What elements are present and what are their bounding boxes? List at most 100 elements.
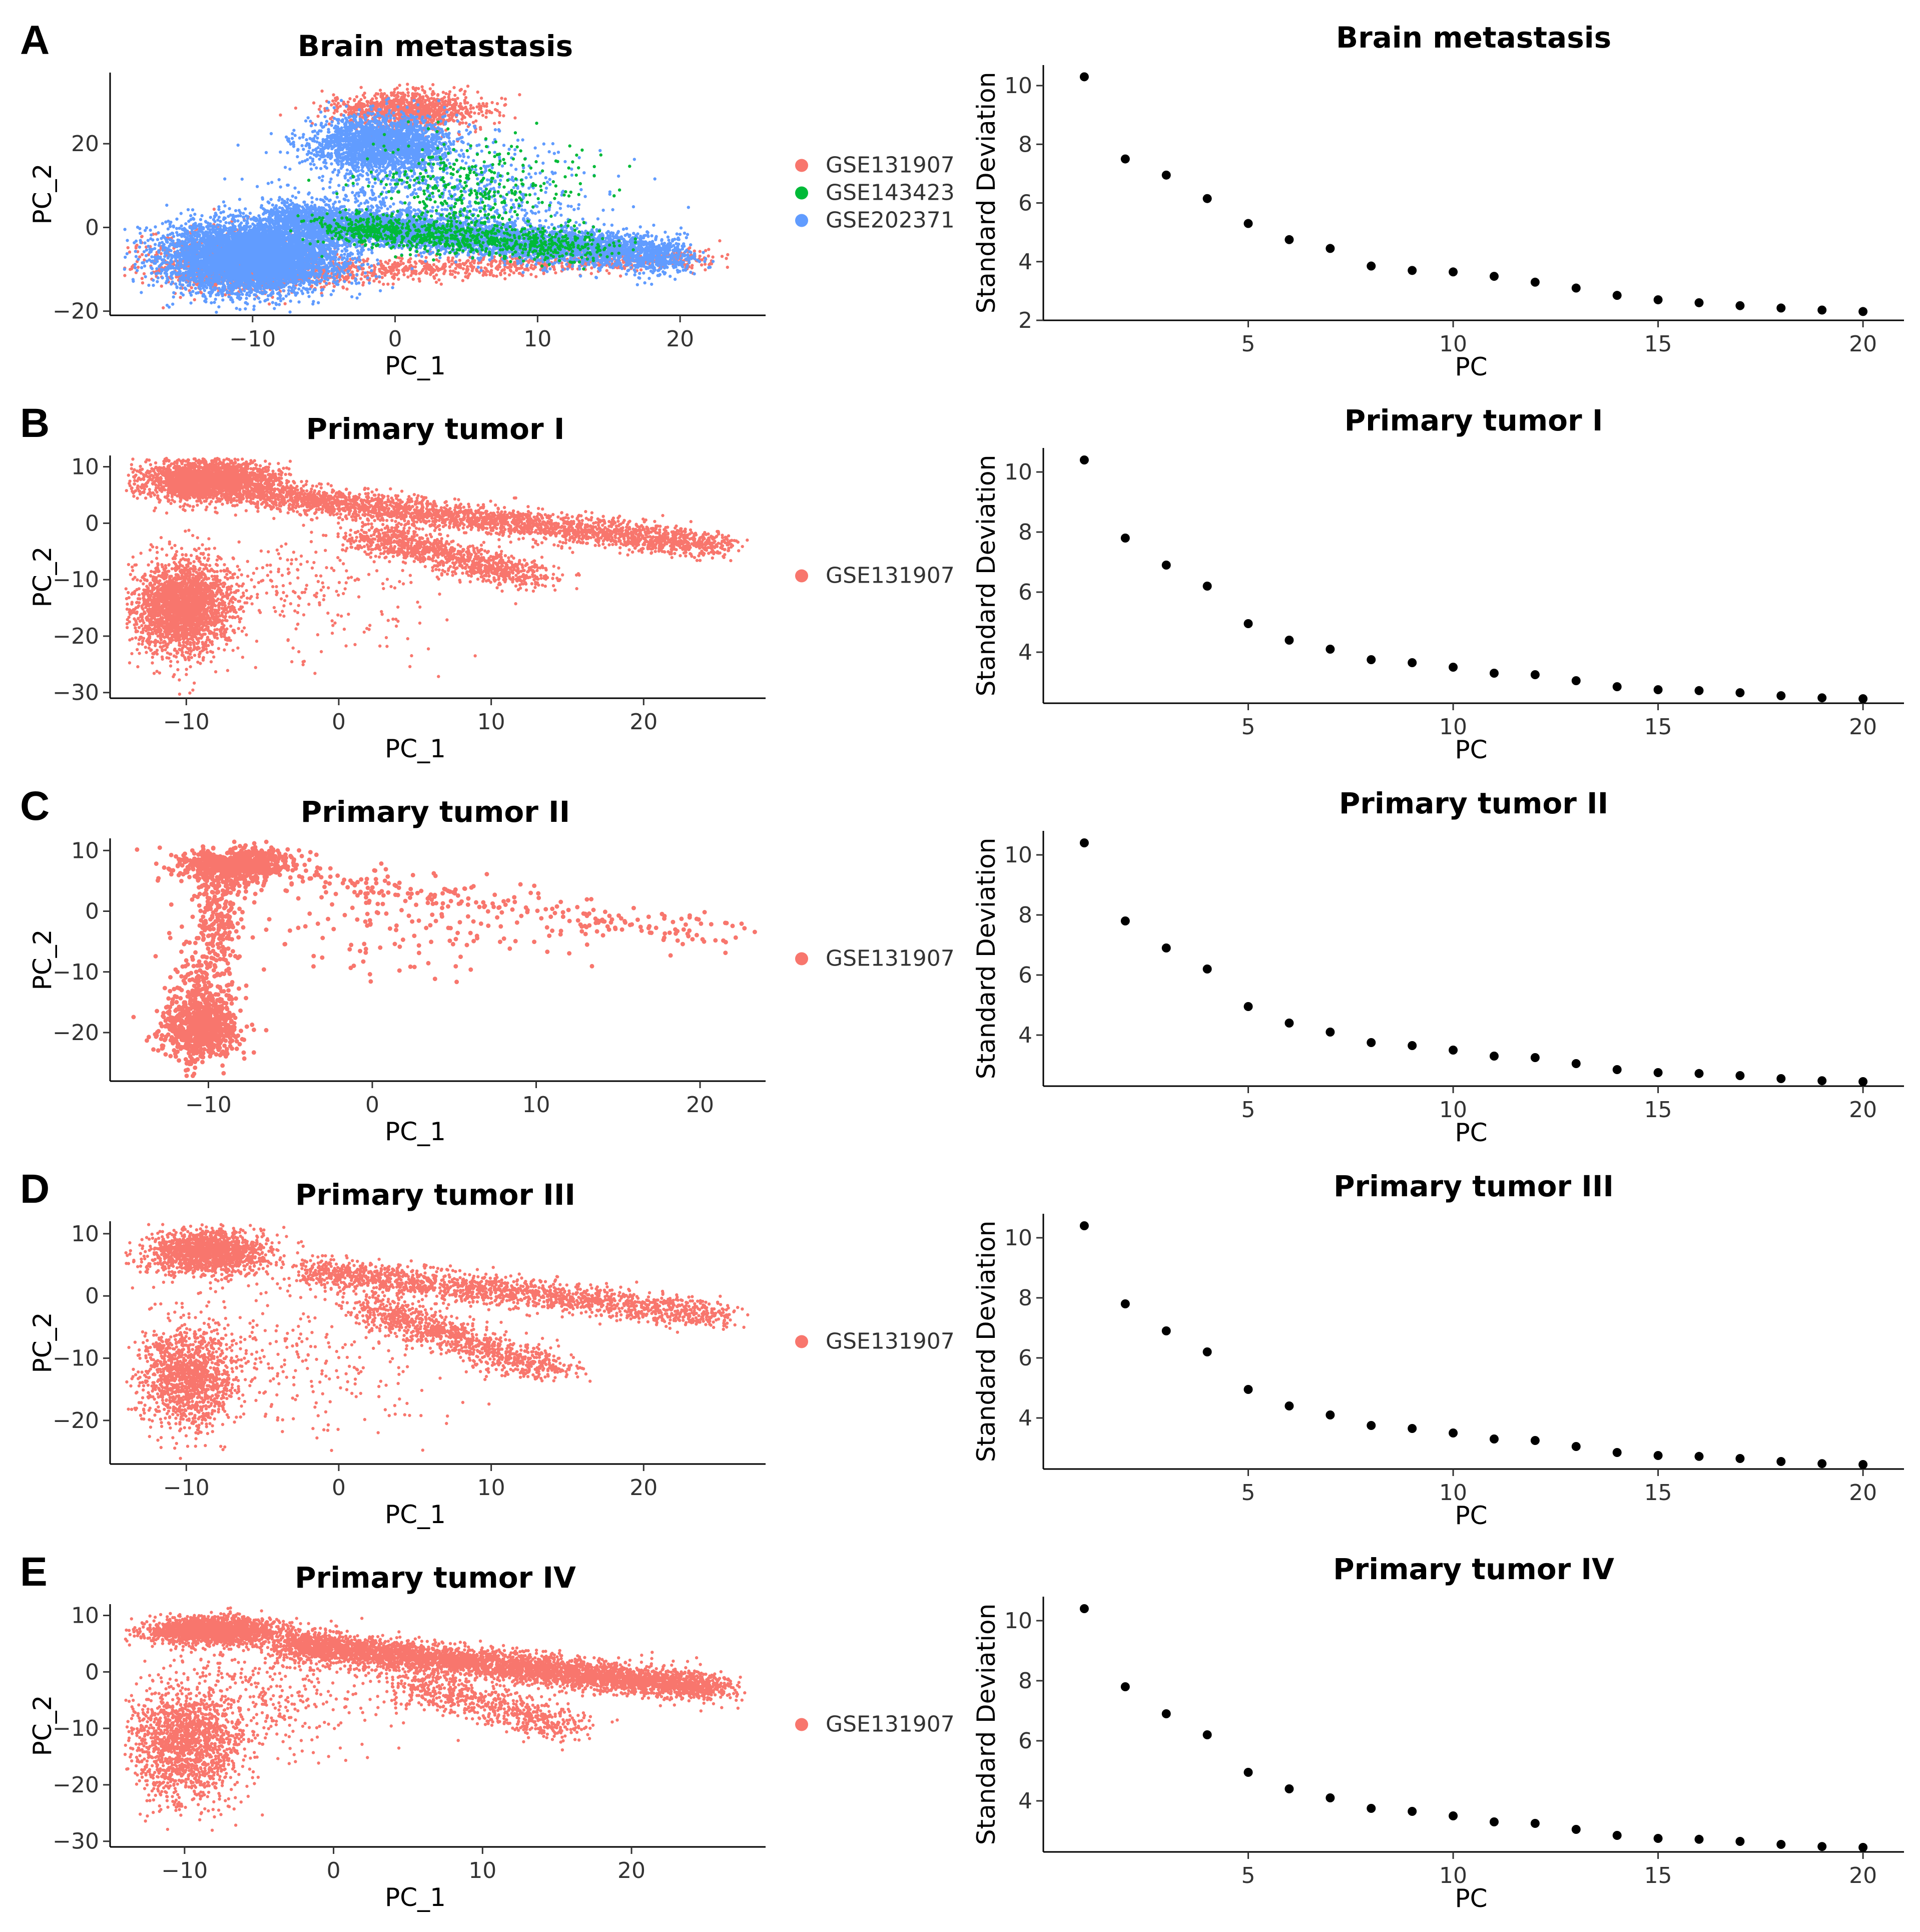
elbow-point (1612, 291, 1622, 300)
elbow-point (1408, 1041, 1417, 1050)
elbow-point (1694, 298, 1704, 307)
chart-title: Primary tumor II (1339, 786, 1608, 820)
x-tick-label: 20 (1849, 1480, 1877, 1506)
elbow-point (1079, 455, 1089, 464)
x-tick-label: −10 (163, 1475, 210, 1501)
y-tick-label: 10 (1004, 842, 1032, 868)
elbow-point (1326, 645, 1335, 654)
x-tick-label: 0 (332, 709, 346, 735)
y-tick-label: 10 (71, 454, 99, 480)
x-tick-label: 10 (477, 709, 505, 735)
elbow-point (1571, 283, 1581, 293)
elbow-point (1612, 682, 1622, 691)
elbow-point (1202, 1730, 1212, 1739)
elbow-point (1817, 1076, 1827, 1086)
elbow-point (1694, 1834, 1704, 1844)
elbow-point (1243, 1002, 1253, 1011)
elbow-point (1735, 1837, 1745, 1846)
x-tick-label: 20 (1849, 331, 1877, 357)
elbow-point (1367, 1804, 1376, 1813)
elbow-point (1408, 266, 1417, 275)
legend-swatch (795, 214, 808, 227)
elbow-point (1858, 1843, 1868, 1852)
y-tick-label: −30 (53, 680, 99, 706)
y-tick-label: 10 (1004, 459, 1032, 485)
y-tick-label: 6 (1018, 962, 1032, 988)
y-axis-label: PC_2 (28, 1312, 57, 1373)
chart-title: Primary tumor I (1345, 403, 1603, 437)
elbow-point (1776, 1457, 1786, 1466)
x-axis-label: PC_1 (385, 1500, 446, 1529)
elbow-point (1735, 1454, 1745, 1463)
x-tick-label: 20 (617, 1858, 646, 1883)
legend-label: GSE131907 (826, 1712, 955, 1737)
legend-swatch (795, 186, 808, 200)
y-axis-label: Standard Deviation (972, 455, 1001, 697)
y-tick-label: 20 (71, 131, 99, 157)
y-tick-label: 10 (1004, 73, 1032, 99)
x-tick-label: 20 (1849, 714, 1877, 740)
y-tick-label: 8 (1018, 902, 1032, 928)
x-tick-label: 0 (388, 326, 402, 352)
x-tick-label: 10 (1439, 714, 1467, 740)
y-tick-label: 10 (1004, 1225, 1032, 1251)
chart-title: Primary tumor III (295, 1178, 575, 1212)
scatter-points-GSE131907 (123, 1606, 747, 1832)
chart-title: Primary tumor II (301, 795, 570, 829)
elbow-point (1449, 1046, 1458, 1055)
x-tick-label: 5 (1241, 1863, 1255, 1888)
y-tick-label: 8 (1018, 1285, 1032, 1311)
legend-label: GSE202371 (826, 208, 955, 233)
x-tick-label: 15 (1644, 1863, 1672, 1888)
elbow-point (1408, 1424, 1417, 1433)
y-axis-label: Standard Deviation (972, 1221, 1001, 1463)
x-tick-label: 20 (629, 709, 658, 735)
y-tick-label: −10 (53, 1346, 99, 1371)
y-tick-label: 0 (85, 511, 99, 536)
legend-swatch (795, 952, 808, 965)
legend-swatch (795, 1335, 808, 1348)
y-tick-label: 6 (1018, 1345, 1032, 1371)
x-tick-label: 5 (1241, 1097, 1255, 1123)
elbow-point (1079, 1221, 1089, 1230)
y-tick-label: 6 (1018, 191, 1032, 216)
y-tick-label: −10 (53, 1716, 99, 1741)
elbow-point (1161, 170, 1171, 180)
elbow-point (1326, 1793, 1335, 1802)
elbow-point (1120, 154, 1130, 164)
elbow-point (1653, 1068, 1663, 1077)
elbow-point (1161, 561, 1171, 570)
chart-title: Primary tumor IV (295, 1561, 576, 1595)
elbow-point (1285, 1784, 1294, 1793)
scatter-points-GSE131907 (124, 1223, 750, 1460)
y-axis-label: Standard Deviation (972, 72, 1001, 314)
x-axis-label: PC (1455, 1501, 1487, 1530)
x-tick-label: 0 (327, 1858, 341, 1883)
y-tick-label: −20 (53, 1408, 99, 1433)
pca-panel-B: B Primary tumor I −10 0 10 20 −30 −20 −10 0 10 PC_1… (20, 400, 955, 763)
y-tick-label: 6 (1018, 1728, 1032, 1754)
elbow-point (1285, 235, 1294, 244)
elbow-point (1530, 1436, 1540, 1445)
y-axis-label: Standard Deviation (972, 1604, 1001, 1845)
elbow-point (1285, 1019, 1294, 1028)
x-tick-label: 10 (1439, 1863, 1467, 1888)
elbow-point (1858, 1460, 1868, 1469)
elbow-point (1489, 1817, 1499, 1826)
elbow-point (1285, 1401, 1294, 1410)
legend-label: GSE131907 (826, 946, 955, 972)
y-tick-label: −20 (53, 624, 99, 649)
elbow-point (1326, 1410, 1335, 1419)
elbow-point (1285, 636, 1294, 645)
y-tick-label: −10 (53, 959, 99, 985)
elbow-point (1367, 261, 1376, 271)
chart-title: Primary tumor I (306, 412, 565, 446)
x-tick-label: 15 (1644, 331, 1672, 357)
x-tick-label: 20 (629, 1475, 658, 1501)
elbow-point (1653, 1451, 1663, 1460)
elbow-point (1367, 1421, 1376, 1430)
elbow-point (1571, 1059, 1581, 1068)
elbow-point (1120, 1299, 1130, 1308)
